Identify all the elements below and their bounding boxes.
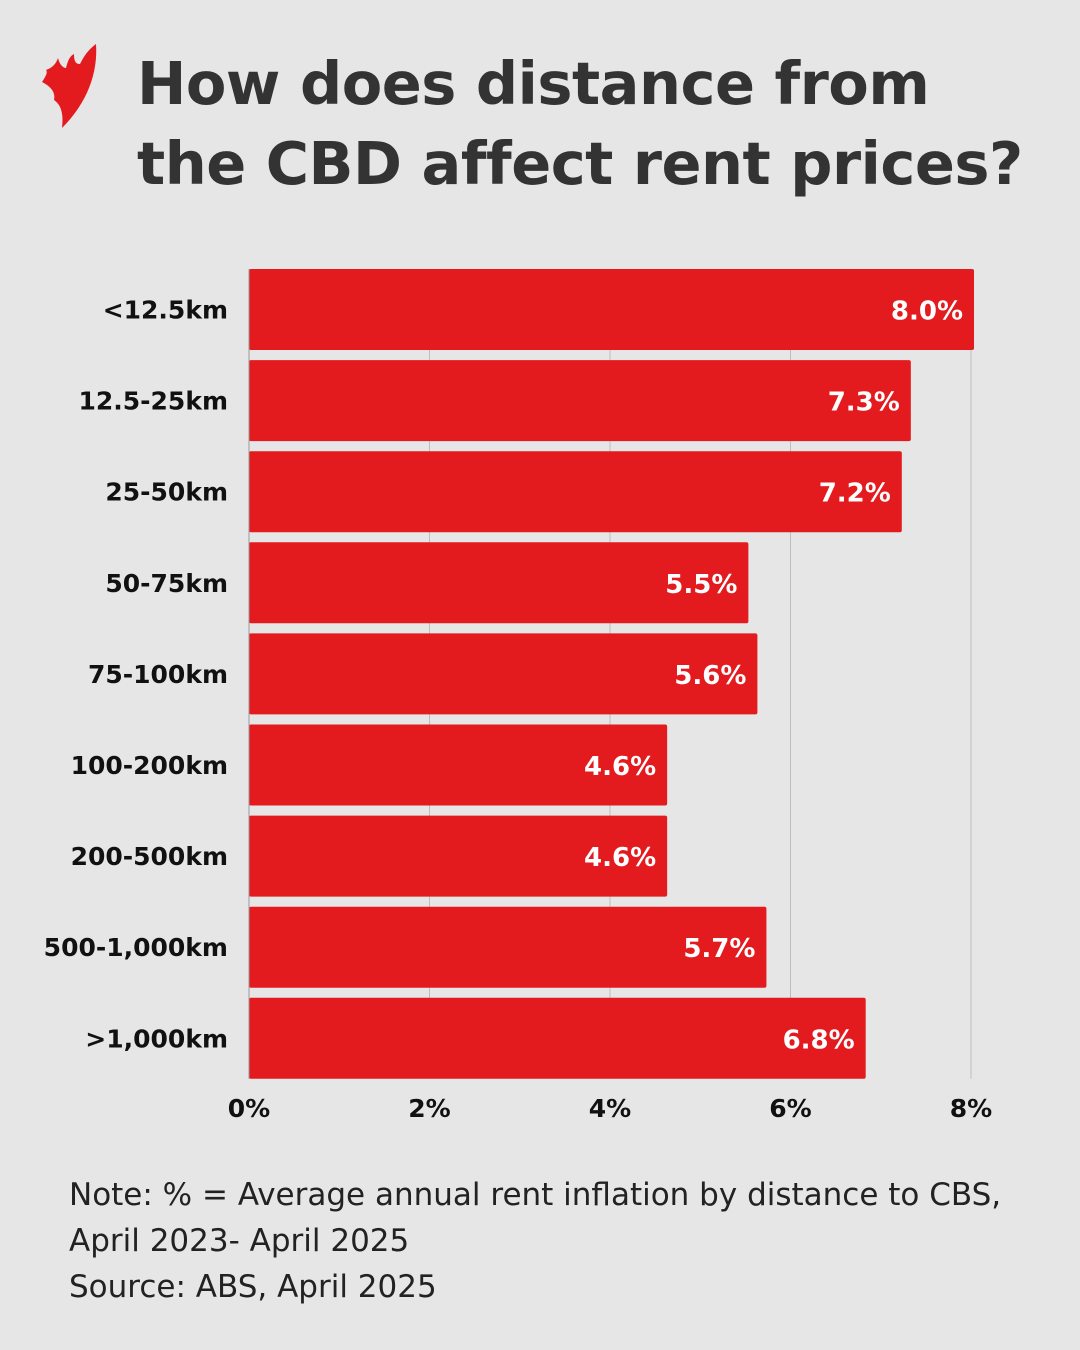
category-label: 200-500km bbox=[71, 842, 228, 871]
bar bbox=[249, 360, 911, 442]
category-label: 25-50km bbox=[105, 478, 228, 507]
bar bbox=[249, 724, 668, 806]
data-label: 5.5% bbox=[665, 570, 737, 600]
data-label: 7.2% bbox=[819, 479, 891, 509]
note-line-1: Note: % = Average annual rent inflation … bbox=[69, 1177, 1002, 1213]
bar bbox=[249, 451, 902, 533]
data-label: 7.3% bbox=[828, 388, 900, 418]
note-line-2: April 2023- April 2025 bbox=[69, 1223, 410, 1259]
data-label: 5.7% bbox=[683, 934, 755, 964]
bar bbox=[249, 815, 668, 897]
bar bbox=[249, 906, 767, 988]
data-label: 6.8% bbox=[783, 1025, 855, 1055]
page-title: How does distance from the CBD affect re… bbox=[137, 49, 1023, 198]
x-tick-label: 0% bbox=[228, 1094, 270, 1123]
category-label: 50-75km bbox=[105, 569, 228, 598]
bar bbox=[249, 633, 758, 715]
category-label: 500-1,000km bbox=[44, 933, 228, 962]
data-label: 4.6% bbox=[584, 843, 656, 873]
bar bbox=[249, 997, 866, 1079]
bar bbox=[249, 542, 749, 624]
x-tick-label: 8% bbox=[950, 1094, 992, 1123]
data-label: 4.6% bbox=[584, 752, 656, 782]
bar-chart: 0% 2% 4% 6% 8% <12.5km 8.0% 12.5-25km 7.3% 25-50k… bbox=[44, 269, 992, 1123]
data-label: 5.6% bbox=[674, 661, 746, 691]
category-label: >1,000km bbox=[85, 1024, 228, 1053]
x-tick-label: 4% bbox=[589, 1094, 631, 1123]
x-tick-label: 2% bbox=[408, 1094, 450, 1123]
category-label: 12.5-25km bbox=[78, 387, 228, 416]
category-label: 75-100km bbox=[88, 660, 228, 689]
sbs-logo-icon bbox=[42, 44, 97, 128]
category-label: 100-200km bbox=[71, 751, 228, 780]
x-tick-label: 6% bbox=[769, 1094, 811, 1123]
data-label: 8.0% bbox=[891, 297, 963, 327]
source-note: Source: ABS, April 2025 bbox=[69, 1269, 437, 1305]
category-label: <12.5km bbox=[103, 296, 228, 325]
bar bbox=[249, 269, 974, 350]
